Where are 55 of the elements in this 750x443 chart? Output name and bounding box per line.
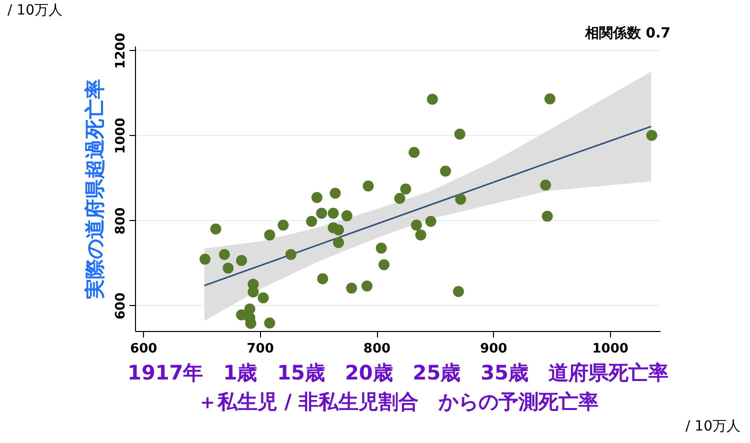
point xyxy=(425,216,436,227)
x-axis-title: 1917年 1歳 15歳 20歳 25歳 35歳 道府県死亡率＋私生児 / 非私生児割合 からの予測死亡率 xyxy=(128,360,668,414)
point xyxy=(646,130,658,141)
point xyxy=(244,303,256,314)
point xyxy=(328,208,339,219)
point xyxy=(361,280,372,292)
point xyxy=(222,262,234,274)
y-tick-label: 1000 xyxy=(114,118,128,154)
point xyxy=(258,292,269,304)
point xyxy=(333,224,344,236)
point xyxy=(426,94,438,105)
text: / 10万人 xyxy=(8,2,62,18)
x-tick-label: 1000 xyxy=(592,342,628,356)
point xyxy=(200,254,211,265)
point xyxy=(218,249,230,260)
point xyxy=(540,180,552,191)
point xyxy=(542,210,553,222)
point xyxy=(455,194,466,205)
point xyxy=(316,208,328,219)
point xyxy=(341,210,352,222)
text: / 10万人 xyxy=(686,418,741,434)
y-tick-label: 800 xyxy=(114,207,128,234)
point xyxy=(410,220,422,231)
point xyxy=(306,216,318,227)
x-tick-label: 900 xyxy=(480,342,508,356)
point xyxy=(285,249,296,260)
point xyxy=(452,286,464,298)
y-tick-label: 600 xyxy=(114,292,128,320)
line-series xyxy=(204,126,652,286)
point xyxy=(394,192,406,204)
point xyxy=(330,188,341,199)
y-tick-label: 1200 xyxy=(114,32,128,69)
text: 相関係数 0.7 xyxy=(584,26,671,42)
point xyxy=(278,220,289,231)
point xyxy=(362,180,374,192)
point xyxy=(311,192,322,203)
point xyxy=(454,128,466,140)
y-axis-title: 実際の道府県超過死亡率 xyxy=(82,79,106,300)
point xyxy=(264,318,276,328)
point xyxy=(440,166,451,177)
point xyxy=(210,223,222,234)
point xyxy=(544,93,556,104)
point xyxy=(378,259,390,270)
point xyxy=(400,184,412,194)
point xyxy=(333,237,344,248)
point xyxy=(317,273,328,284)
point xyxy=(236,254,248,266)
x-tick-label: 800 xyxy=(363,342,391,356)
point xyxy=(376,242,387,254)
x-tick-label: 700 xyxy=(246,342,274,356)
point xyxy=(346,282,358,294)
point xyxy=(264,229,276,240)
point xyxy=(408,146,420,158)
point xyxy=(415,229,426,240)
x-tick-label: 600 xyxy=(130,342,158,356)
